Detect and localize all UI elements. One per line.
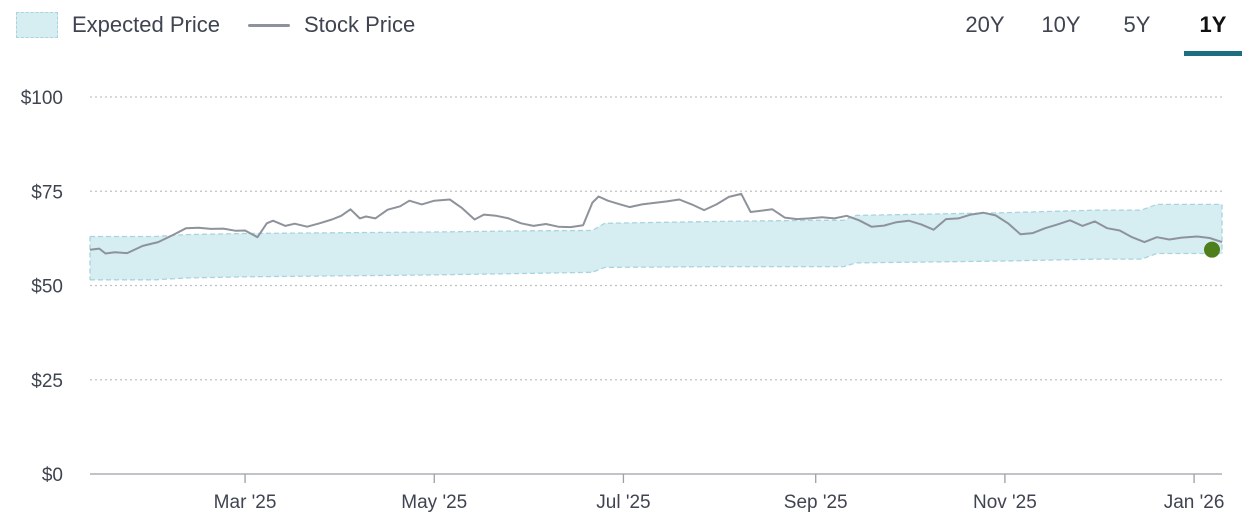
legend-item-stock-price[interactable]: Stock Price [247, 12, 416, 38]
legend-item-expected-price[interactable]: Expected Price [16, 12, 220, 38]
legend-label-expected-price: Expected Price [72, 12, 220, 37]
y-gridlines [90, 96, 1222, 381]
y-tick-label: $25 [31, 371, 63, 392]
x-tick-label: Jan '26 [1164, 492, 1225, 513]
x-tick-label: May '25 [401, 492, 467, 513]
chart-legend: Expected Price Stock Price [16, 8, 443, 42]
tab-1y[interactable]: 1Y [1184, 6, 1242, 56]
y-axis-ticks: $0 $25 $50 $75 $100 [21, 88, 63, 486]
y-tick-label: $50 [31, 277, 63, 298]
latest-price-marker [1204, 241, 1220, 258]
expected-price-band [89, 203, 1223, 281]
x-tick-label: Nov '25 [973, 492, 1037, 513]
legend-label-stock-price: Stock Price [303, 12, 416, 37]
time-range-tabs: 20Y 10Y 5Y 1Y [938, 6, 1242, 56]
tab-5y[interactable]: 5Y [1123, 12, 1151, 37]
tab-10y[interactable]: 10Y [1041, 12, 1081, 37]
x-axis: Mar '25 May '25 Jul '25 Sep '25 Nov '25 Jan '… [90, 473, 1225, 513]
stock-price-line [89, 192, 1223, 255]
x-tick-label: Sep '25 [784, 492, 848, 513]
y-tick-label: $100 [21, 88, 63, 109]
x-tick-label: Mar '25 [214, 492, 277, 513]
x-tick-label: Jul '25 [596, 492, 650, 513]
y-tick-label: $0 [42, 465, 63, 486]
y-tick-label: $75 [31, 182, 63, 203]
stock-price-path [89, 192, 1223, 255]
latest-price-dot [1204, 241, 1220, 258]
tab-20y[interactable]: 20Y [965, 12, 1005, 37]
expected-price-upper-edge [90, 203, 1222, 238]
stock-price-swatch [247, 23, 290, 27]
expected-price-lower-edge [90, 252, 1222, 281]
expected-price-area [90, 204, 1222, 280]
expected-price-swatch [16, 12, 58, 38]
